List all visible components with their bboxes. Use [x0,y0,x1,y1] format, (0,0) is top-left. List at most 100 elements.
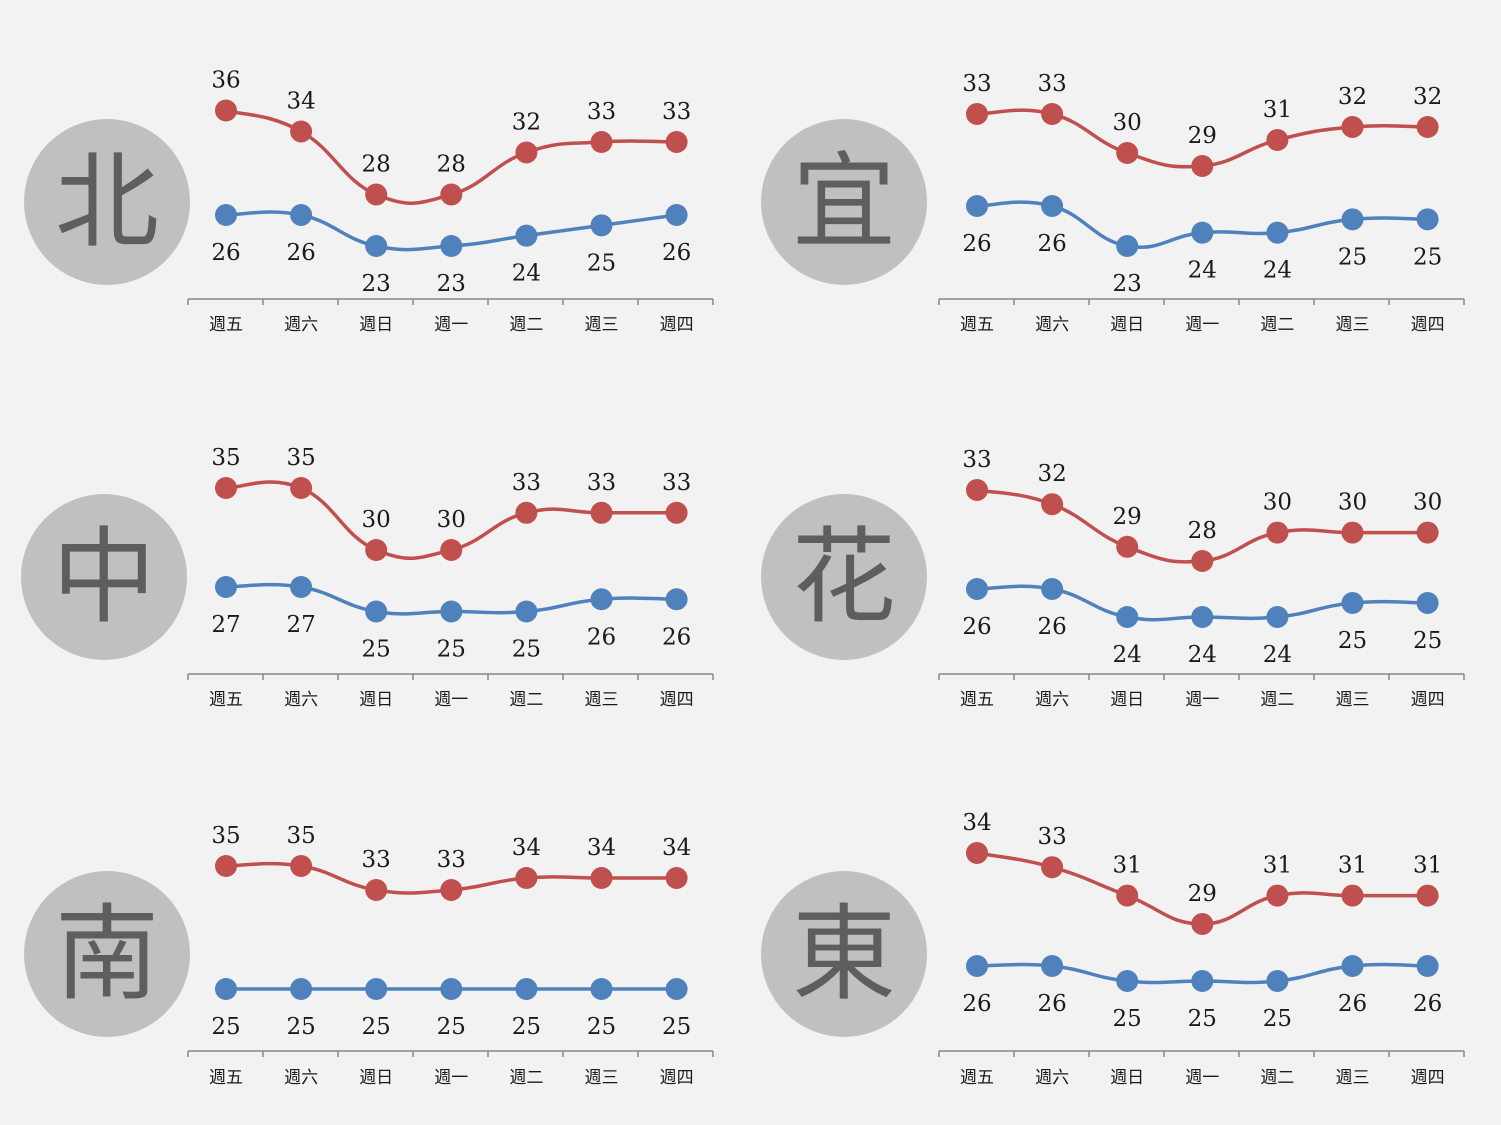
low-temp-point [1266,221,1289,244]
low-temp-point [215,576,237,598]
low-temp-label: 25 [1263,1006,1292,1032]
x-tick-label: 週四 [660,1068,694,1088]
low-temp-point [665,204,688,226]
low-temp-point [590,978,613,1000]
low-temp-point [215,978,237,1000]
high-temp-point [365,539,388,561]
forecast-chart: 週五 週六 週日 週一 週二 週三 週四 33 33 30 29 31 32 32 26 26 23 24 24 25… [938,71,1465,335]
low-temp-point [1341,955,1364,977]
x-tick-label: 週三 [585,690,619,710]
low-temp-point [515,224,538,247]
high-temp-point [1191,550,1214,572]
high-temp-label: 30 [1338,490,1367,516]
high-temp-label: 35 [286,823,315,849]
forecast-chart: 週五 週六 週日 週一 週二 週三 週四 34 33 31 29 31 31 31 26 26 25 25 25 26… [938,810,1465,1088]
x-tick-label: 週二 [1260,690,1294,710]
x-tick-label: 週二 [509,315,543,335]
low-temp-label: 25 [1338,244,1367,270]
high-temp-label: 29 [1188,881,1217,907]
high-temp-label: 30 [1413,490,1442,516]
high-temp-label: 29 [1113,504,1142,530]
high-temp-label: 33 [1037,824,1066,850]
x-tick-label: 週二 [1260,1068,1294,1088]
high-temp-label: 34 [512,835,541,861]
low-temp-point [590,588,613,611]
low-temp-point [515,978,538,1000]
high-temp-point [1116,535,1139,558]
high-temp-point [1416,521,1439,544]
high-temp-point [590,501,613,524]
high-temp-label: 34 [286,89,315,115]
x-tick-label: 週六 [1035,1068,1069,1088]
low-temp-point [290,576,313,598]
high-temp-label: 31 [1413,853,1442,879]
x-tick-label: 週日 [1110,690,1144,710]
low-temp-point [1416,208,1439,231]
high-temp-label: 32 [512,110,541,136]
region-badge: 南 [24,871,190,1037]
low-temp-point [1416,955,1439,977]
high-temp-point [215,855,237,877]
high-temp-label: 33 [362,847,391,873]
x-tick-label: 週五 [209,690,243,710]
high-temp-point [1116,142,1139,164]
low-temp-label: 24 [1188,258,1217,284]
low-temp-label: 26 [662,240,691,266]
low-temp-point [215,204,237,226]
low-temp-point [365,234,388,257]
forecast-chart: 週五 週六 週日 週一 週二 週三 週四 35 35 33 33 34 34 34 25 25 25 25 25 25… [187,823,714,1088]
low-temp-label: 25 [662,1014,691,1040]
region-name: 宜 [791,141,896,263]
high-temp-label: 33 [962,447,991,473]
high-temp-label: 33 [587,99,616,125]
high-temp-label: 33 [1037,71,1066,97]
high-temp-point [665,501,688,524]
x-tick-label: 週日 [359,315,393,335]
high-temp-point [665,131,688,153]
high-temp-label: 32 [1338,84,1367,110]
low-temp-label: 26 [211,240,240,266]
region-name: 北 [54,141,159,263]
forecast-chart: 週五 週六 週日 週一 週二 週三 週四 36 34 28 28 32 33 33 26 26 23 23 24 25… [187,68,714,335]
high-temp-label: 31 [1263,853,1292,879]
x-tick-label: 週日 [1110,315,1144,335]
low-temp-point [1116,970,1139,992]
x-tick-label: 週日 [359,1068,393,1088]
x-tick-label: 週四 [1411,1068,1445,1088]
low-temp-point [1041,955,1064,977]
high-temp-label: 29 [1188,123,1217,149]
high-temp-point [966,479,988,501]
forecast-chart: 週五 週六 週日 週一 週二 週三 週四 33 32 29 28 30 30 30 26 26 24 24 24 25… [938,447,1465,710]
x-tick-label: 週四 [660,690,694,710]
low-temp-label: 24 [1113,642,1142,668]
low-temp-label: 24 [1263,642,1292,668]
low-temp-label: 23 [437,271,466,297]
low-temp-label: 25 [587,250,616,276]
high-temp-label: 32 [1037,461,1066,487]
low-temp-label: 26 [662,624,691,650]
high-temp-point [1266,884,1289,907]
low-temp-label: 25 [587,1014,616,1040]
low-temp-point [440,234,463,257]
x-tick-label: 週一 [434,315,468,335]
high-temp-point [966,842,988,864]
high-temp-label: 36 [211,68,240,94]
low-temp-point [290,204,313,226]
low-temp-label: 26 [1037,991,1066,1017]
low-temp-point [1041,195,1064,217]
low-temp-label: 25 [1188,1006,1217,1032]
region-badge: 宜 [761,119,927,285]
high-temp-point [1041,856,1064,879]
low-temp-point [1041,578,1064,600]
low-temp-point [1266,606,1289,628]
x-tick-label: 週三 [585,1068,619,1088]
high-temp-point [440,879,463,901]
low-temp-point [966,195,988,217]
x-tick-label: 週五 [960,1068,994,1088]
high-temp-point [1041,103,1064,125]
high-temp-point [365,183,388,206]
region-name: 中 [51,516,156,638]
low-temp-label: 23 [362,271,391,297]
region-badge: 中 [21,494,187,660]
